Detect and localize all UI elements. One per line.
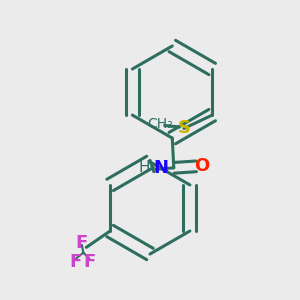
Text: S: S (178, 119, 190, 137)
Text: H: H (139, 160, 150, 175)
Text: O: O (194, 157, 209, 175)
Text: N: N (154, 159, 169, 177)
Text: F: F (84, 253, 96, 271)
Text: F: F (69, 253, 81, 271)
Text: CH₃: CH₃ (147, 117, 173, 131)
Text: F: F (76, 234, 88, 252)
